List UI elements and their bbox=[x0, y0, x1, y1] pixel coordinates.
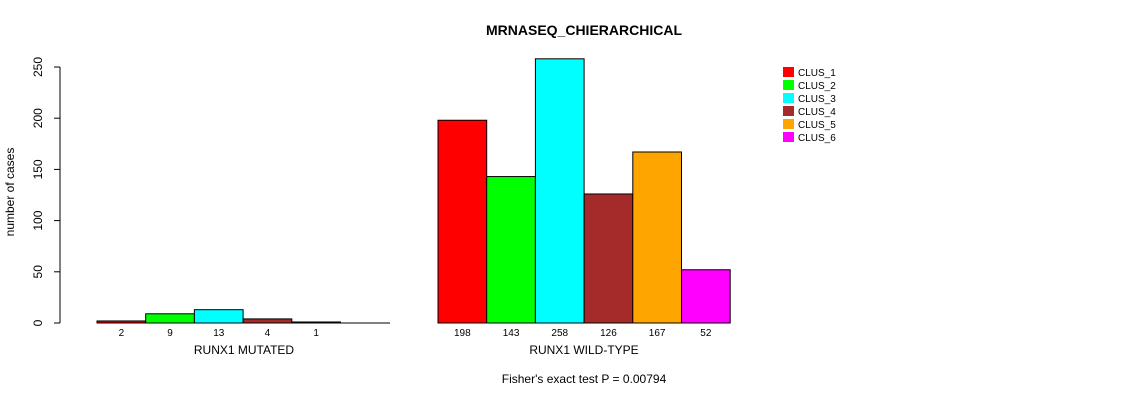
bar-value-label: 13 bbox=[213, 328, 225, 339]
bar bbox=[193, 309, 244, 324]
legend-swatch bbox=[783, 67, 794, 77]
y-tick-label: 150 bbox=[31, 159, 45, 179]
y-axis-label: number of cases bbox=[3, 148, 17, 237]
bar bbox=[437, 119, 488, 324]
legend-label: CLUS_6 bbox=[798, 133, 836, 144]
bar-value-label: 4 bbox=[265, 328, 271, 339]
legend-swatch bbox=[783, 93, 794, 103]
legend-swatch bbox=[783, 106, 794, 116]
bar bbox=[681, 269, 731, 324]
legend-label: CLUS_4 bbox=[798, 107, 836, 118]
bar bbox=[583, 193, 634, 324]
legend: CLUS_1 CLUS_2 CLUS_3 CLUS_4 CLUS_5 CLUS_6 bbox=[783, 67, 836, 144]
bar-value-label: 198 bbox=[454, 328, 471, 339]
legend-label: CLUS_1 bbox=[798, 68, 836, 79]
group-label: RUNX1 MUTATED bbox=[194, 343, 295, 357]
y-tick-label: 50 bbox=[31, 265, 45, 279]
bar-value-label: 258 bbox=[551, 328, 568, 339]
bar-value-label: 167 bbox=[649, 328, 666, 339]
bar-value-label: 2 bbox=[119, 328, 125, 339]
bar-groups: 2 9 13 4 1 RUNX1 MUTATED 198 143 258 126 167 52 RUNX… bbox=[96, 58, 731, 357]
y-tick-label: 250 bbox=[31, 57, 45, 77]
bar-value-label: 1 bbox=[313, 328, 319, 339]
legend-swatch bbox=[783, 80, 794, 90]
bar-value-label: 143 bbox=[503, 328, 520, 339]
legend-label: CLUS_5 bbox=[798, 120, 836, 131]
bar-group: 198 143 258 126 167 52 RUNX1 WILD-TYPE bbox=[437, 58, 731, 357]
bar bbox=[145, 313, 195, 324]
bar-value-label: 126 bbox=[600, 328, 617, 339]
bar-group: 2 9 13 4 1 RUNX1 MUTATED bbox=[96, 309, 390, 357]
group-label: RUNX1 WILD-TYPE bbox=[529, 343, 638, 357]
legend-swatch bbox=[783, 119, 794, 129]
bar bbox=[534, 58, 585, 324]
y-tick-label: 0 bbox=[31, 319, 45, 326]
bar-value-label: 9 bbox=[167, 328, 173, 339]
bar bbox=[242, 318, 293, 324]
bar-value-label: 52 bbox=[700, 328, 712, 339]
chart-title: MRNASEQ_CHIERARCHICAL bbox=[486, 22, 682, 38]
y-tick-label: 200 bbox=[31, 108, 45, 128]
legend-swatch bbox=[783, 132, 794, 142]
bar bbox=[632, 151, 682, 324]
bar bbox=[486, 176, 536, 324]
y-tick-label: 100 bbox=[31, 210, 45, 230]
legend-label: CLUS_2 bbox=[798, 81, 836, 92]
legend-label: CLUS_3 bbox=[798, 94, 836, 105]
footer-test-result: Fisher's exact test P = 0.00794 bbox=[502, 372, 667, 386]
y-axis: 0 50 100 150 200 250 bbox=[31, 57, 61, 326]
